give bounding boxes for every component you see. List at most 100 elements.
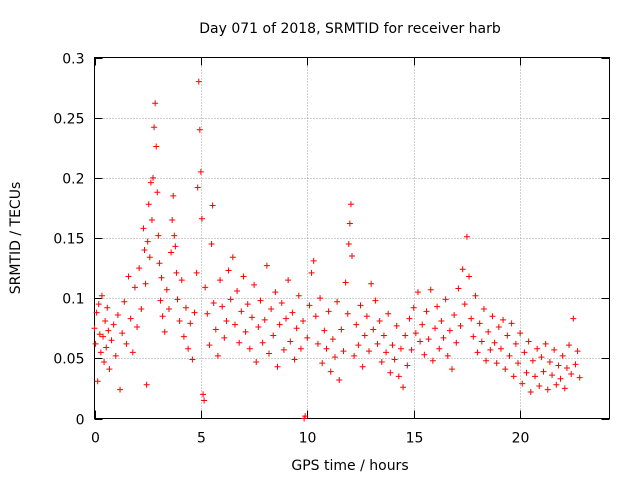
data-point — [108, 337, 115, 344]
data-point — [246, 345, 253, 352]
data-point — [376, 318, 383, 325]
data-point — [370, 326, 377, 333]
data-point — [240, 273, 247, 280]
data-point — [227, 296, 234, 303]
data-point — [147, 179, 154, 186]
data-point — [455, 285, 462, 292]
data-point — [495, 324, 502, 331]
data-point — [253, 358, 260, 365]
data-point — [474, 349, 481, 356]
data-point — [94, 378, 101, 385]
data-point — [193, 269, 200, 276]
data-point — [470, 333, 477, 340]
data-point — [463, 233, 470, 240]
data-point — [291, 356, 298, 363]
y-tick-label: 0.3 — [62, 52, 84, 68]
data-point — [102, 318, 109, 325]
data-point — [208, 241, 215, 248]
data-point — [138, 305, 145, 312]
data-point — [106, 366, 113, 373]
axes: 0 0.05 0.1 0.15 0.2 0.25 0.3 0 5 10 15 20 — [53, 52, 610, 447]
data-point — [180, 333, 187, 340]
data-point — [103, 344, 110, 351]
data-point — [393, 322, 400, 329]
data-point — [143, 381, 150, 388]
data-point — [145, 201, 152, 208]
data-point — [466, 273, 473, 280]
data-point — [185, 345, 192, 352]
data-point — [534, 345, 541, 352]
data-point — [317, 295, 324, 302]
chart-title: Day 071 of 2018, SRMTID for receiver har… — [199, 21, 501, 37]
data-point — [440, 334, 447, 341]
data-point — [119, 330, 126, 337]
data-point — [97, 349, 104, 356]
data-point — [512, 340, 519, 347]
data-point — [142, 280, 149, 287]
data-point — [417, 338, 424, 345]
data-point — [468, 315, 475, 322]
data-point — [374, 340, 381, 347]
data-point — [114, 312, 121, 319]
data-point — [476, 320, 483, 327]
x-tick-label: 0 — [91, 431, 100, 447]
data-point — [549, 372, 556, 379]
data-point — [293, 325, 300, 332]
data-point — [174, 296, 181, 303]
data-point — [436, 345, 443, 352]
data-point — [395, 373, 402, 380]
data-point — [146, 254, 153, 261]
data-point — [529, 357, 536, 364]
data-point — [489, 313, 496, 320]
data-point — [391, 356, 398, 363]
data-point — [287, 338, 294, 345]
data-point — [280, 346, 287, 353]
data-point — [406, 315, 413, 322]
data-point — [178, 277, 185, 284]
data-point — [385, 310, 392, 317]
data-point — [519, 380, 526, 387]
data-point — [131, 284, 138, 291]
data-point — [168, 249, 175, 256]
data-point — [187, 320, 194, 327]
data-point — [342, 279, 349, 286]
data-point — [304, 334, 311, 341]
data-point — [404, 362, 411, 369]
data-point — [105, 327, 112, 334]
x-axis-label: GPS time / hours — [291, 458, 408, 474]
data-point — [297, 345, 304, 352]
y-tick-label: 0 — [76, 413, 85, 429]
data-point — [497, 345, 504, 352]
data-point — [508, 320, 515, 327]
data-point — [195, 78, 202, 85]
data-point — [380, 332, 387, 339]
data-point — [480, 305, 487, 312]
data-point — [423, 308, 430, 315]
data-point — [221, 334, 228, 341]
data-point — [345, 241, 352, 248]
data-point — [95, 301, 102, 308]
data-point — [217, 277, 224, 284]
data-point — [351, 352, 358, 359]
data-point — [272, 289, 279, 296]
data-point — [158, 274, 165, 281]
data-point — [327, 368, 334, 375]
y-tick-label: 0.25 — [53, 112, 84, 128]
data-point — [278, 299, 285, 306]
data-point — [302, 413, 309, 420]
data-point — [368, 280, 375, 287]
data-point — [219, 303, 226, 310]
data-point — [191, 309, 198, 316]
data-point — [285, 277, 292, 284]
data-point — [259, 339, 266, 346]
data-point — [504, 332, 511, 339]
data-point — [446, 327, 453, 334]
data-point — [402, 332, 409, 339]
data-point — [266, 350, 273, 357]
data-point — [148, 216, 155, 223]
data-point — [500, 316, 507, 323]
data-point — [319, 360, 326, 367]
data-point — [559, 352, 566, 359]
data-point — [517, 330, 524, 337]
data-point — [536, 383, 543, 390]
